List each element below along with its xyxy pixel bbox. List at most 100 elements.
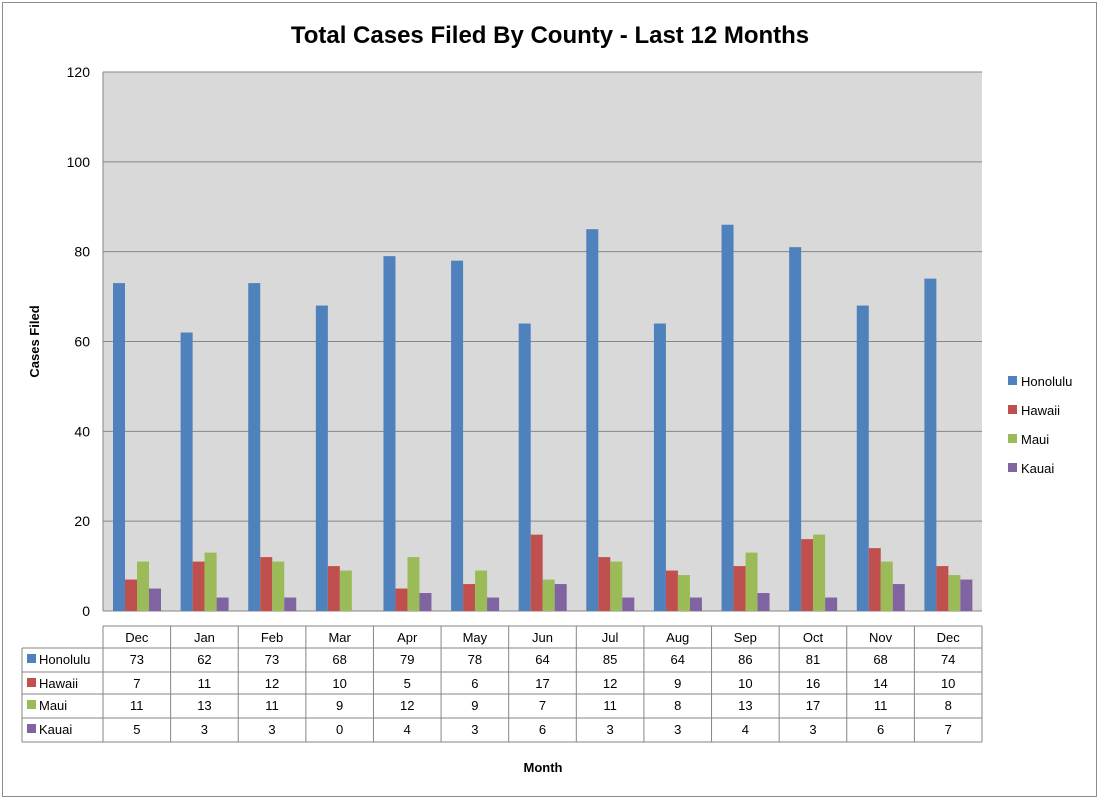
data-label: 81	[806, 652, 820, 667]
data-label: 13	[738, 698, 752, 713]
data-label: 3	[674, 722, 681, 737]
bar-kauai	[216, 597, 229, 611]
bar-honolulu	[924, 278, 937, 611]
bar-honolulu	[451, 260, 464, 611]
data-label: 0	[336, 722, 343, 737]
x-tick-label: Jul	[602, 630, 619, 645]
bar-kauai	[284, 597, 297, 611]
data-label: 64	[535, 652, 549, 667]
bar-hawaii	[598, 557, 611, 611]
data-label: 68	[332, 652, 346, 667]
data-label: 7	[539, 698, 546, 713]
legend-label: Maui	[1021, 432, 1049, 447]
y-tick-label: 120	[67, 64, 91, 80]
x-tick-label: Feb	[261, 630, 283, 645]
data-label: 14	[873, 676, 887, 691]
bar-hawaii	[125, 579, 137, 611]
data-label: 17	[535, 676, 549, 691]
data-label: 17	[806, 698, 820, 713]
table-series-label: Honolulu	[39, 652, 90, 667]
bar-honolulu	[383, 256, 396, 611]
bar-hawaii	[260, 557, 273, 611]
data-label: 73	[265, 652, 279, 667]
table-legend-key	[27, 654, 36, 663]
data-label: 12	[603, 676, 617, 691]
x-tick-label: Sep	[734, 630, 757, 645]
y-tick-label: 20	[74, 513, 90, 529]
data-label: 5	[404, 676, 411, 691]
data-label: 16	[806, 676, 820, 691]
data-label: 9	[674, 676, 681, 691]
bar-kauai	[622, 597, 635, 611]
bar-kauai	[149, 588, 161, 611]
data-label: 11	[603, 698, 617, 713]
table-series-label: Maui	[39, 698, 67, 713]
y-tick-label: 100	[67, 154, 91, 170]
y-axis-title: Cases Filed	[27, 305, 42, 377]
bar-honolulu	[518, 323, 531, 611]
data-label: 7	[133, 676, 140, 691]
bar-honolulu	[248, 283, 261, 611]
data-label: 85	[603, 652, 617, 667]
data-label: 12	[400, 698, 414, 713]
data-label: 8	[674, 698, 681, 713]
legend-label: Honolulu	[1021, 374, 1072, 389]
y-tick-label: 40	[74, 423, 90, 439]
data-label: 3	[606, 722, 613, 737]
data-label: 3	[201, 722, 208, 737]
data-label: 7	[945, 722, 952, 737]
table-legend-key	[27, 724, 36, 733]
bar-kauai	[892, 584, 905, 611]
data-label: 6	[877, 722, 884, 737]
data-label: 13	[197, 698, 211, 713]
bar-honolulu	[789, 247, 802, 612]
table-legend-key	[27, 678, 36, 687]
bar-honolulu	[586, 229, 599, 612]
bar-maui	[475, 570, 488, 611]
x-axis-title: Month	[524, 760, 563, 775]
x-tick-label: Dec	[125, 630, 149, 645]
table-legend-key	[27, 700, 36, 709]
bar-honolulu	[856, 305, 869, 611]
bar-maui	[407, 557, 420, 611]
data-label: 86	[738, 652, 752, 667]
data-label: 6	[539, 722, 546, 737]
bar-maui	[610, 561, 623, 611]
bar-kauai	[689, 597, 702, 611]
data-label: 12	[265, 676, 279, 691]
data-label: 78	[468, 652, 482, 667]
bar-kauai	[757, 593, 770, 611]
legend-label: Kauai	[1021, 461, 1054, 476]
data-label: 4	[404, 722, 411, 737]
x-tick-label: Apr	[397, 630, 418, 645]
bar-hawaii	[868, 548, 881, 611]
data-label: 64	[670, 652, 684, 667]
bar-hawaii	[395, 588, 408, 611]
bar-hawaii	[801, 539, 814, 611]
bar-hawaii	[665, 570, 678, 611]
data-label: 10	[738, 676, 752, 691]
bar-maui	[677, 575, 690, 611]
data-label: 4	[742, 722, 749, 737]
x-tick-label: Aug	[666, 630, 689, 645]
data-label: 62	[197, 652, 211, 667]
x-tick-label: Dec	[937, 630, 961, 645]
legend-key-kauai	[1008, 463, 1017, 472]
data-label: 5	[133, 722, 140, 737]
data-label: 6	[471, 676, 478, 691]
bar-maui	[542, 579, 555, 611]
bar-hawaii	[463, 584, 476, 611]
y-tick-label: 80	[74, 244, 90, 260]
data-label: 3	[809, 722, 816, 737]
data-label: 11	[130, 698, 144, 713]
data-label: 10	[332, 676, 346, 691]
bar-hawaii	[733, 566, 746, 611]
bar-hawaii	[192, 561, 205, 611]
bar-maui	[272, 561, 285, 611]
bar-maui	[745, 552, 758, 611]
bar-kauai	[419, 593, 432, 611]
data-label: 11	[874, 698, 888, 713]
bar-maui	[813, 534, 826, 611]
